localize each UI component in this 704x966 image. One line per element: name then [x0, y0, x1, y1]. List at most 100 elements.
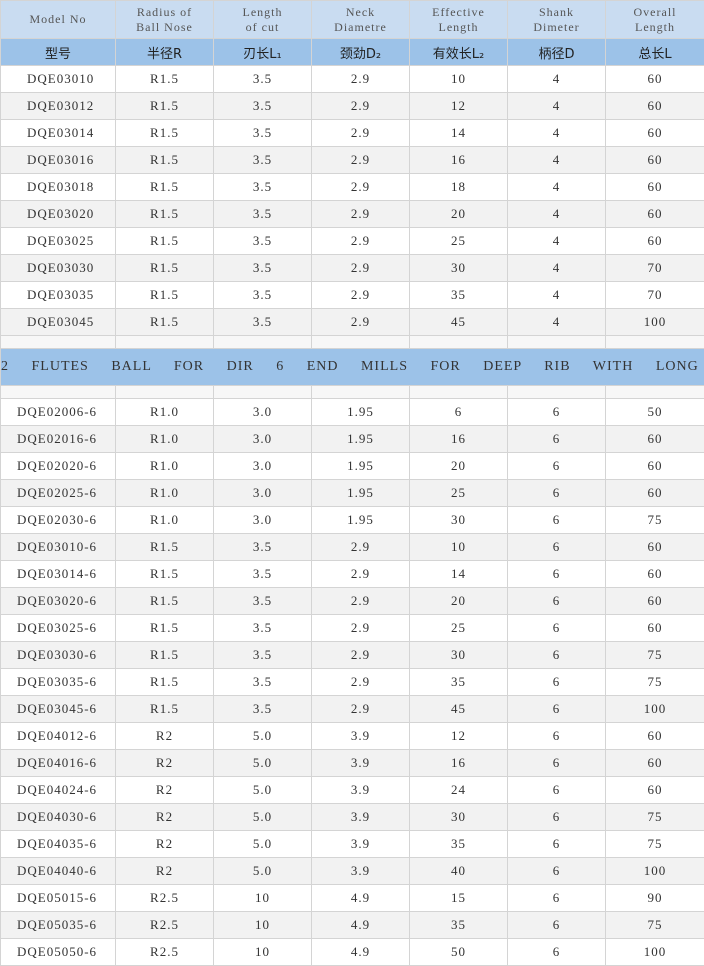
data-row: DQE03014-6 R1.5 3.5 2.9 14 6 60	[0, 560, 704, 588]
data-cell: 4	[507, 92, 606, 120]
data-cell: 35	[409, 668, 508, 696]
header-line: Model No	[29, 12, 87, 26]
data-cell: 25	[409, 614, 508, 642]
data-cell: 25	[409, 227, 508, 255]
data-row: DQE05015-6 R2.5 10 4.9 15 6 90	[0, 884, 704, 912]
data-cell: 4	[507, 308, 606, 336]
data-cell: 16	[409, 749, 508, 777]
data-cell: 60	[605, 200, 704, 228]
data-cell: 6	[507, 479, 606, 507]
header-cell: Effective Length	[409, 0, 508, 39]
data-cell: 12	[409, 722, 508, 750]
data-row: DQE05035-6 R2.5 10 4.9 35 6 75	[0, 911, 704, 939]
data-row: DQE03025-6 R1.5 3.5 2.9 25 6 60	[0, 614, 704, 642]
header-cell: 总长L	[605, 38, 704, 66]
data-cell: 3.5	[213, 227, 312, 255]
data-cell: 10	[409, 65, 508, 93]
data-cell: 15	[409, 884, 508, 912]
data-cell: R2.5	[115, 911, 214, 939]
data-cell: R1.5	[115, 200, 214, 228]
data-cell: 3.5	[213, 92, 312, 120]
data-cell: R2	[115, 722, 214, 750]
spacer-cell	[0, 385, 116, 399]
data-cell: 16	[409, 146, 508, 174]
header-line: Overall	[633, 4, 677, 19]
data-cell: DQE03020	[0, 200, 116, 228]
data-cell: DQE04035-6	[0, 830, 116, 858]
data-cell: R2	[115, 776, 214, 804]
data-cell: 2.9	[311, 308, 410, 336]
data-cell: 4.9	[311, 884, 410, 912]
data-cell: 3.5	[213, 560, 312, 588]
data-cell: 6	[507, 425, 606, 453]
data-cell: 35	[409, 830, 508, 858]
data-row: DQE03014 R1.5 3.5 2.9 14 4 60	[0, 119, 704, 147]
header-line: Effective	[432, 4, 485, 19]
header-cell: Length of cut	[213, 0, 312, 39]
data-cell: 40	[409, 857, 508, 885]
header-row-cn: 型号 半径R 刃长L₁ 颈劲D₂ 有效长L₂ 柄径D 总长L	[0, 38, 704, 66]
data-cell: 2.9	[311, 92, 410, 120]
data-cell: DQE03035-6	[0, 668, 116, 696]
data-cell: 10	[213, 884, 312, 912]
spacer-cell	[115, 335, 214, 349]
data-cell: DQE03030-6	[0, 641, 116, 669]
data-cell: 1.95	[311, 398, 410, 426]
data-cell: 30	[409, 641, 508, 669]
data-cell: 35	[409, 911, 508, 939]
table-header: Model No Radius of Ball Nose Length of cut Ne…	[0, 0, 704, 66]
data-cell: 3.5	[213, 173, 312, 201]
data-cell: 45	[409, 695, 508, 723]
data-cell: DQE03025-6	[0, 614, 116, 642]
data-cell: 5.0	[213, 776, 312, 804]
data-cell: 6	[507, 776, 606, 804]
data-cell: 60	[605, 65, 704, 93]
data-cell: R1.5	[115, 533, 214, 561]
data-cell: 3.9	[311, 857, 410, 885]
header-line: Ball Nose	[136, 19, 193, 34]
data-cell: 100	[605, 695, 704, 723]
data-cell: 60	[605, 587, 704, 615]
data-cell: 3.9	[311, 803, 410, 831]
data-cell: R1.0	[115, 425, 214, 453]
spacer-cell	[311, 335, 410, 349]
data-cell: 5.0	[213, 857, 312, 885]
data-cell: DQE02020-6	[0, 452, 116, 480]
data-cell: 5.0	[213, 722, 312, 750]
data-cell: R2	[115, 857, 214, 885]
data-cell: 60	[605, 452, 704, 480]
spacer-cell	[0, 335, 116, 349]
header-cell: Shank Dimeter	[507, 0, 606, 39]
data-cell: 35	[409, 281, 508, 309]
header-line: Dimeter	[533, 19, 580, 34]
data-cell: 90	[605, 884, 704, 912]
data-cell: DQE03018	[0, 173, 116, 201]
data-cell: 20	[409, 452, 508, 480]
data-cell: 3.0	[213, 506, 312, 534]
data-row: DQE03010 R1.5 3.5 2.9 10 4 60	[0, 65, 704, 93]
data-cell: 60	[605, 119, 704, 147]
data-cell: 75	[605, 641, 704, 669]
data-cell: 24	[409, 776, 508, 804]
header-line: of cut	[245, 19, 280, 34]
data-cell: R1.5	[115, 254, 214, 282]
data-cell: 2.9	[311, 281, 410, 309]
spacer-row	[0, 385, 704, 399]
data-cell: 4	[507, 281, 606, 309]
data-cell: R1.5	[115, 92, 214, 120]
data-row: DQE02006-6 R1.0 3.0 1.95 6 6 50	[0, 398, 704, 426]
header-cell: Overall Length	[605, 0, 704, 39]
header-line: Radius of	[136, 4, 193, 19]
data-cell: R1.5	[115, 173, 214, 201]
data-cell: 1.95	[311, 479, 410, 507]
data-cell: DQE02006-6	[0, 398, 116, 426]
data-cell: 60	[605, 146, 704, 174]
header-line: Neck	[345, 4, 376, 19]
data-cell: 60	[605, 722, 704, 750]
data-cell: 75	[605, 830, 704, 858]
data-cell: 60	[605, 425, 704, 453]
data-cell: 3.5	[213, 614, 312, 642]
data-row: DQE04012-6 R2 5.0 3.9 12 6 60	[0, 722, 704, 750]
